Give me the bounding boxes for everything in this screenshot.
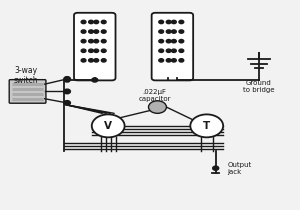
Circle shape [94, 20, 99, 24]
Circle shape [172, 20, 176, 24]
Circle shape [179, 49, 184, 52]
Text: Output
jack: Output jack [228, 162, 252, 175]
Circle shape [88, 30, 93, 33]
Circle shape [213, 166, 219, 170]
Circle shape [64, 89, 70, 94]
Circle shape [88, 20, 93, 24]
Text: V: V [104, 121, 112, 131]
Circle shape [81, 49, 86, 52]
Text: .022μF
capacitor: .022μF capacitor [138, 89, 171, 102]
Circle shape [94, 39, 99, 43]
Circle shape [159, 30, 164, 33]
Circle shape [190, 114, 223, 137]
Circle shape [101, 49, 106, 52]
Circle shape [81, 39, 86, 43]
Circle shape [172, 59, 176, 62]
Circle shape [64, 101, 70, 105]
Circle shape [179, 59, 184, 62]
Circle shape [101, 39, 106, 43]
Circle shape [159, 59, 164, 62]
FancyBboxPatch shape [152, 13, 193, 80]
Circle shape [101, 20, 106, 24]
Circle shape [81, 30, 86, 33]
Circle shape [88, 59, 93, 62]
Circle shape [92, 78, 98, 82]
Circle shape [94, 59, 99, 62]
Circle shape [179, 39, 184, 43]
Circle shape [94, 30, 99, 33]
Circle shape [88, 39, 93, 43]
Circle shape [166, 39, 171, 43]
Circle shape [159, 49, 164, 52]
Circle shape [179, 20, 184, 24]
Circle shape [172, 39, 176, 43]
Circle shape [159, 39, 164, 43]
Circle shape [172, 30, 176, 33]
Circle shape [64, 77, 70, 81]
Circle shape [101, 59, 106, 62]
Circle shape [92, 114, 124, 137]
Circle shape [166, 20, 171, 24]
Circle shape [159, 20, 164, 24]
Circle shape [64, 78, 70, 82]
Circle shape [81, 59, 86, 62]
Circle shape [166, 49, 171, 52]
Circle shape [166, 30, 171, 33]
Circle shape [101, 30, 106, 33]
Circle shape [179, 30, 184, 33]
Text: T: T [203, 121, 210, 131]
Circle shape [88, 49, 93, 52]
Text: 3-way
switch: 3-way switch [14, 66, 38, 85]
Text: Ground
to bridge: Ground to bridge [243, 80, 275, 93]
Circle shape [166, 59, 171, 62]
FancyBboxPatch shape [9, 80, 46, 103]
Circle shape [81, 20, 86, 24]
Circle shape [172, 49, 176, 52]
Circle shape [148, 101, 166, 113]
Circle shape [94, 49, 99, 52]
FancyBboxPatch shape [74, 13, 116, 80]
